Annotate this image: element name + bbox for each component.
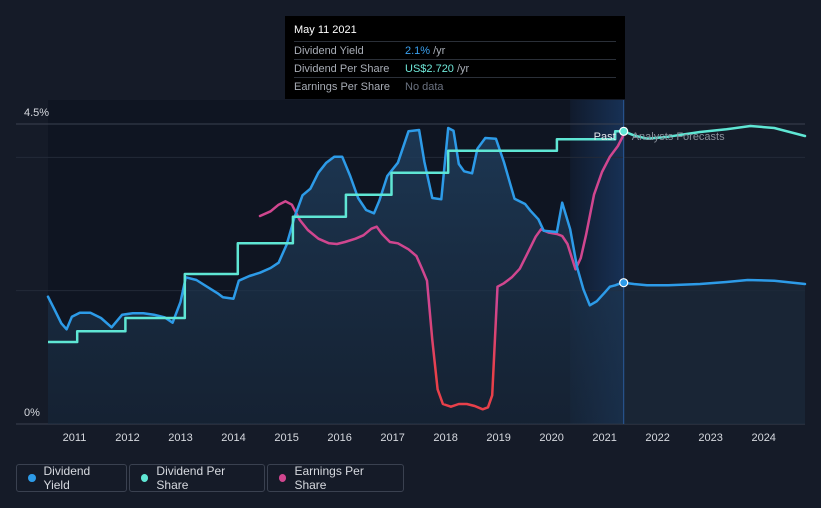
legend-label: Dividend Per Share [156,464,226,492]
tooltip-label: Earnings Per Share [294,80,390,93]
dividend-yield-line[interactable] [46,126,625,331]
tooltip-label: Dividend Yield [294,44,364,57]
x-tick-label: 2015 [274,432,298,444]
x-tick-label: 2020 [539,432,563,444]
dividend-yield-forecast-line[interactable] [622,278,807,287]
tooltip-row-earnings-per-share: Earnings Per Share No data [294,77,616,95]
tooltip-date: May 11 2021 [294,24,357,36]
dividend-per-share-line[interactable] [48,130,624,344]
legend-label: Earnings Per Share [294,464,364,492]
x-tick-label: 2023 [698,432,722,444]
tooltip-label: Dividend Per Share [294,62,390,75]
tooltip-row-dividend-per-share: Dividend Per Share US$2.720 /yr [294,59,616,77]
x-tick-label: 2014 [221,432,245,444]
tooltip-value: No data [405,80,444,93]
dividend-per-share-forecast-line[interactable] [622,124,807,140]
x-tick-label: 2021 [592,432,616,444]
legend-dividend-yield[interactable]: Dividend Yield [16,464,127,492]
dividend-yield-area [48,128,624,424]
dividend-yield-marker[interactable] [619,278,629,288]
x-tick-label: 2022 [645,432,669,444]
tooltip-unit: /yr [456,62,470,75]
legend-dividend-per-share[interactable]: Dividend Per Share [129,464,265,492]
x-tick-label: 2016 [327,432,351,444]
x-tick-label: 2011 [63,432,87,444]
past-label: Past [594,131,616,143]
tooltip-value: 2.1% [405,44,431,57]
legend-label: Dividend Yield [43,464,91,492]
tooltip: May 11 2021 Dividend Yield 2.1% /yr Divi… [285,16,625,99]
legend-dot-icon [141,474,149,482]
x-axis-ticks: 2011 2012 2013 2014 2015 2016 2017 2018 2019 2020… [63,432,776,444]
analysts-forecasts-label: Analysts Forecasts [632,131,725,143]
x-tick-label: 2012 [115,432,139,444]
y-axis-min-label: 0% [24,407,40,419]
y-axis-max-label: 4.5% [24,107,49,119]
x-tick-label: 2018 [433,432,457,444]
dividend-yield-forecast-area [623,280,805,424]
x-tick-label: 2019 [486,432,510,444]
legend-earnings-per-share[interactable]: Earnings Per Share [267,464,404,492]
x-tick-label: 2017 [380,432,404,444]
x-tick-label: 2013 [168,432,192,444]
tooltip-row-dividend-yield: Dividend Yield 2.1% /yr [294,41,616,59]
legend-dot-icon [279,474,287,482]
x-tick-label: 2024 [751,432,775,444]
tooltip-unit: /yr [433,44,446,57]
earnings-per-share-line[interactable] [258,133,625,411]
tooltip-value: US$2.720 [405,62,454,75]
legend-dot-icon [28,474,36,482]
dividend-per-share-marker[interactable] [619,126,629,136]
